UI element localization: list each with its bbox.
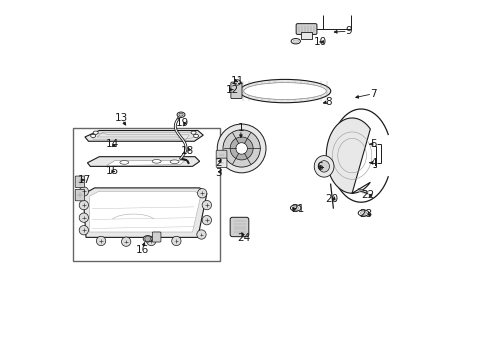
Ellipse shape xyxy=(143,235,152,242)
Text: 13: 13 xyxy=(115,113,128,123)
Text: 1: 1 xyxy=(237,123,244,134)
Ellipse shape xyxy=(170,160,179,163)
Ellipse shape xyxy=(239,80,330,103)
Text: 8: 8 xyxy=(325,97,332,107)
Ellipse shape xyxy=(357,210,368,216)
Text: 16: 16 xyxy=(135,245,149,255)
Circle shape xyxy=(146,236,156,246)
Ellipse shape xyxy=(292,40,298,42)
Ellipse shape xyxy=(244,83,325,99)
Ellipse shape xyxy=(152,159,161,163)
Text: 12: 12 xyxy=(225,85,239,95)
FancyBboxPatch shape xyxy=(75,176,84,188)
Polygon shape xyxy=(87,157,199,166)
Text: 21: 21 xyxy=(290,204,304,214)
Circle shape xyxy=(96,236,105,246)
Polygon shape xyxy=(325,118,369,193)
FancyBboxPatch shape xyxy=(152,232,161,242)
Ellipse shape xyxy=(290,205,301,211)
Bar xyxy=(73,128,220,261)
Circle shape xyxy=(144,236,150,242)
Text: 3: 3 xyxy=(215,168,221,178)
Circle shape xyxy=(217,124,265,173)
Circle shape xyxy=(202,201,211,210)
Ellipse shape xyxy=(234,80,240,85)
Circle shape xyxy=(235,143,247,154)
FancyBboxPatch shape xyxy=(230,82,242,99)
Circle shape xyxy=(79,213,88,222)
Circle shape xyxy=(79,201,88,210)
Text: 20: 20 xyxy=(325,194,338,204)
Text: 17: 17 xyxy=(78,175,91,185)
Circle shape xyxy=(230,137,253,160)
Ellipse shape xyxy=(318,161,329,172)
Ellipse shape xyxy=(193,134,198,138)
Ellipse shape xyxy=(314,156,333,177)
Ellipse shape xyxy=(360,211,366,215)
Text: 2: 2 xyxy=(215,158,221,168)
Ellipse shape xyxy=(93,131,98,134)
Text: 10: 10 xyxy=(313,37,326,47)
Circle shape xyxy=(171,236,181,246)
Text: 4: 4 xyxy=(370,158,376,168)
Circle shape xyxy=(223,130,260,167)
Ellipse shape xyxy=(179,113,183,116)
Polygon shape xyxy=(89,192,201,232)
Text: 23: 23 xyxy=(359,209,372,219)
Ellipse shape xyxy=(290,39,300,44)
Text: 14: 14 xyxy=(105,139,119,149)
Text: 19: 19 xyxy=(175,118,188,128)
Circle shape xyxy=(79,187,88,196)
FancyBboxPatch shape xyxy=(230,217,248,237)
Text: 9: 9 xyxy=(345,26,351,36)
Bar xyxy=(301,32,311,40)
Circle shape xyxy=(202,216,211,225)
Text: 18: 18 xyxy=(180,145,193,156)
Text: 7: 7 xyxy=(369,89,376,99)
Text: 11: 11 xyxy=(230,76,244,86)
Text: 5: 5 xyxy=(370,139,376,149)
Ellipse shape xyxy=(90,134,96,138)
Text: 22: 22 xyxy=(360,190,373,200)
Text: 24: 24 xyxy=(237,233,250,243)
Circle shape xyxy=(197,189,206,198)
Ellipse shape xyxy=(177,112,184,117)
Ellipse shape xyxy=(292,206,298,210)
Ellipse shape xyxy=(191,131,196,134)
FancyBboxPatch shape xyxy=(216,150,226,159)
Polygon shape xyxy=(106,160,185,166)
Text: 15: 15 xyxy=(105,166,119,176)
FancyBboxPatch shape xyxy=(75,189,84,201)
Polygon shape xyxy=(83,188,206,237)
Ellipse shape xyxy=(120,161,128,164)
Text: 6: 6 xyxy=(316,162,322,172)
FancyBboxPatch shape xyxy=(216,158,226,167)
FancyBboxPatch shape xyxy=(296,24,316,35)
Circle shape xyxy=(121,237,131,246)
Polygon shape xyxy=(85,131,203,141)
Circle shape xyxy=(79,226,88,235)
Circle shape xyxy=(196,230,206,239)
